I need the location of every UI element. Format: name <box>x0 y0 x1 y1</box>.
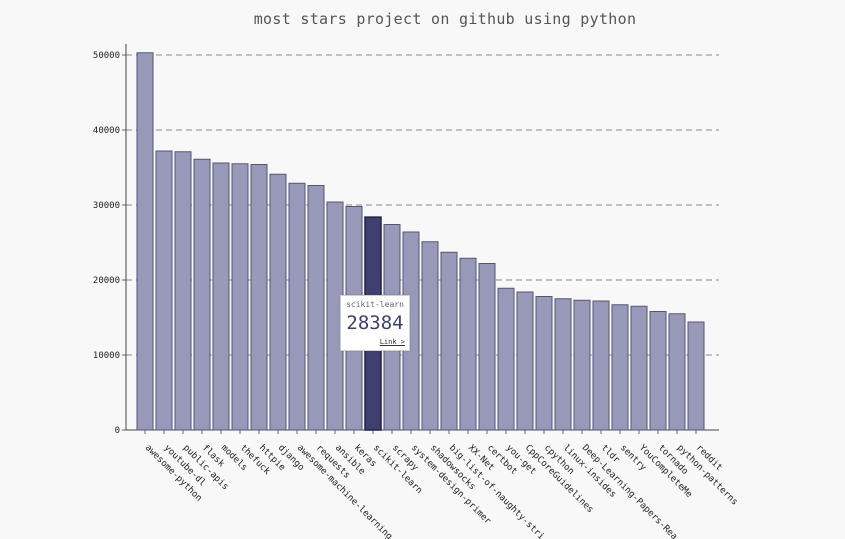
bar-xx-net[interactable] <box>459 257 477 431</box>
bar-tornado[interactable] <box>649 311 667 431</box>
y-tick-label: 20000 <box>93 276 120 286</box>
y-tick-label: 10000 <box>93 351 120 361</box>
bar-deep-learning-papers-rea-[interactable] <box>573 299 591 431</box>
bar-python-patterns[interactable] <box>668 313 686 431</box>
bar-youtube-dl[interactable] <box>155 150 173 431</box>
y-tick-label: 30000 <box>93 201 120 211</box>
bar-flask[interactable] <box>193 158 211 431</box>
bar-reddit[interactable] <box>687 321 705 431</box>
bar-requests[interactable] <box>307 185 325 431</box>
chart-title: most stars project on github using pytho… <box>253 10 637 28</box>
bar-public-apis[interactable] <box>174 151 192 431</box>
bar-you-get[interactable] <box>497 287 515 431</box>
bar-shadowsocks[interactable] <box>421 241 439 431</box>
bars <box>136 52 705 431</box>
bar-awesome-machine-learning[interactable] <box>288 182 306 431</box>
bar-certbot[interactable] <box>478 263 496 431</box>
bar-big-list-of-naughty-stri-[interactable] <box>440 251 458 431</box>
bar-cppcoreguidelines[interactable] <box>516 291 534 431</box>
axes <box>122 44 719 434</box>
tooltip: scikit-learn 28384 Link > <box>340 295 410 351</box>
bar-django[interactable] <box>269 173 287 431</box>
tooltip-link[interactable]: Link > <box>379 338 405 346</box>
tooltip-value: 28384 <box>346 312 404 334</box>
bar-sentry[interactable] <box>611 304 629 431</box>
bar-cpython[interactable] <box>535 296 553 431</box>
bar-httpie[interactable] <box>250 164 268 431</box>
y-tick-label: 0 <box>115 426 120 436</box>
y-tick-label: 40000 <box>93 126 120 136</box>
bar-linux-insides[interactable] <box>554 298 572 431</box>
bar-models[interactable] <box>212 162 230 431</box>
bar-tldr[interactable] <box>592 300 610 431</box>
y-tick-label: 50000 <box>93 51 120 61</box>
tooltip-label: scikit-learn <box>346 300 404 309</box>
bar-awesome-python[interactable] <box>136 52 154 431</box>
bar-thefuck[interactable] <box>231 163 249 431</box>
bar-youcompleteme[interactable] <box>630 305 648 431</box>
